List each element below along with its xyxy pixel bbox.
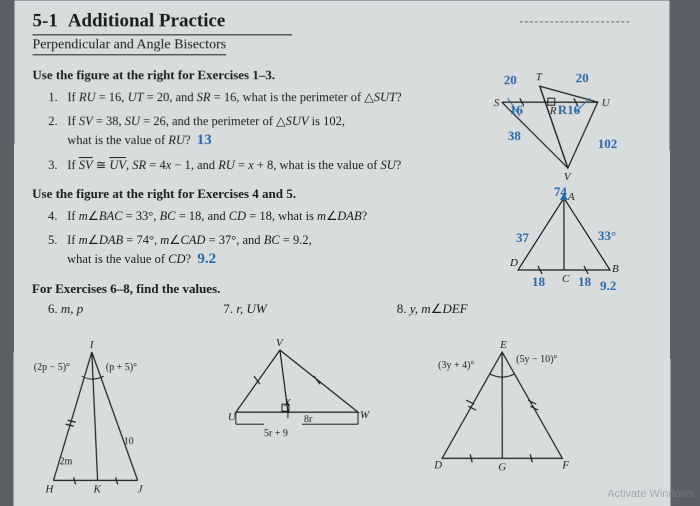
section-subtitle: Perpendicular and Angle Bisectors <box>32 37 226 55</box>
svg-text:C: C <box>562 273 570 285</box>
svg-text:(5y − 10)°: (5y − 10)° <box>516 354 557 365</box>
svg-text:V: V <box>564 171 572 183</box>
figure-2: A D C B 74 37 33° 18 18 9.2 <box>500 190 650 300</box>
figure-1: T S U R V 20 20 16 R16 38 102 <box>490 68 660 193</box>
svg-text:38: 38 <box>508 128 522 143</box>
svg-text:V: V <box>276 337 284 349</box>
figure-8: E D G F (3y + 4)° (5y − 10)° <box>424 340 604 495</box>
svg-text:K: K <box>93 483 102 495</box>
svg-text:B: B <box>612 263 619 275</box>
worksheet-page: 5-1 Additional Practice Perpendicular an… <box>13 0 670 506</box>
svg-text:G: G <box>498 461 506 473</box>
q1: 1. If RU = 16, UT = 20, and SR = 16, wha… <box>48 89 448 106</box>
svg-text:U: U <box>602 97 611 109</box>
svg-text:E: E <box>499 339 507 351</box>
svg-text:R: R <box>549 105 557 117</box>
q5: 5. If m∠DAB = 74°, m∠CAD = 37°, and BC =… <box>48 232 448 269</box>
svg-text:R16: R16 <box>558 102 581 117</box>
svg-text:(2p − 5)°: (2p − 5)° <box>34 362 70 373</box>
svg-text:33°: 33° <box>598 228 616 243</box>
name-field-line <box>520 8 630 22</box>
svg-text:8r: 8r <box>304 414 313 425</box>
windows-watermark: Activate Windows <box>607 488 694 500</box>
q8: 8. y, m∠DEF <box>397 301 468 317</box>
svg-text:(p + 5)°: (p + 5)° <box>106 362 137 373</box>
figure-7: V U W X 8r 5r + 9 <box>224 340 384 465</box>
svg-text:X: X <box>283 397 292 409</box>
svg-text:18: 18 <box>532 274 546 289</box>
q2: 2. If SV = 38, SU = 26, and the perimete… <box>48 113 448 150</box>
svg-text:9.2: 9.2 <box>600 278 616 293</box>
svg-text:2m: 2m <box>60 456 73 467</box>
svg-text:W: W <box>360 409 370 421</box>
svg-text:D: D <box>509 257 518 269</box>
svg-text:S: S <box>494 97 500 109</box>
title-row: 5-1 Additional Practice <box>32 10 292 35</box>
svg-text:37: 37 <box>516 230 530 245</box>
svg-text:5r + 9: 5r + 9 <box>264 428 288 439</box>
svg-text:18: 18 <box>578 274 592 289</box>
svg-text:A: A <box>567 191 575 203</box>
q3: 3. If SV ≅ UV, SR = 4x − 1, and RU = x +… <box>48 157 448 174</box>
figure-6: I H K J (2p − 5)° (p + 5)° 10 2m <box>37 340 187 505</box>
svg-text:T: T <box>536 71 543 83</box>
svg-text:(3y + 4)°: (3y + 4)° <box>438 360 474 371</box>
answer-5: 9.2 <box>197 249 216 269</box>
svg-text:102: 102 <box>598 136 617 151</box>
section-title: Additional Practice <box>68 10 226 32</box>
svg-text:20: 20 <box>576 70 589 85</box>
svg-text:D: D <box>433 459 442 471</box>
svg-text:F: F <box>561 459 569 471</box>
q6: 6. m, p <box>48 301 83 317</box>
exercise-row: 6. m, p 7. r, UW 8. y, m∠DEF <box>48 301 652 317</box>
svg-text:J: J <box>138 483 144 495</box>
svg-text:20: 20 <box>504 72 517 87</box>
svg-text:H: H <box>44 483 54 495</box>
answer-2: 13 <box>197 130 212 150</box>
q4: 4. If m∠BAC = 33°, BC = 18, and CD = 18,… <box>48 208 448 225</box>
svg-text:I: I <box>89 339 95 351</box>
section-number: 5-1 <box>32 10 57 32</box>
svg-text:10: 10 <box>124 436 134 447</box>
q7: 7. r, UW <box>223 301 266 317</box>
